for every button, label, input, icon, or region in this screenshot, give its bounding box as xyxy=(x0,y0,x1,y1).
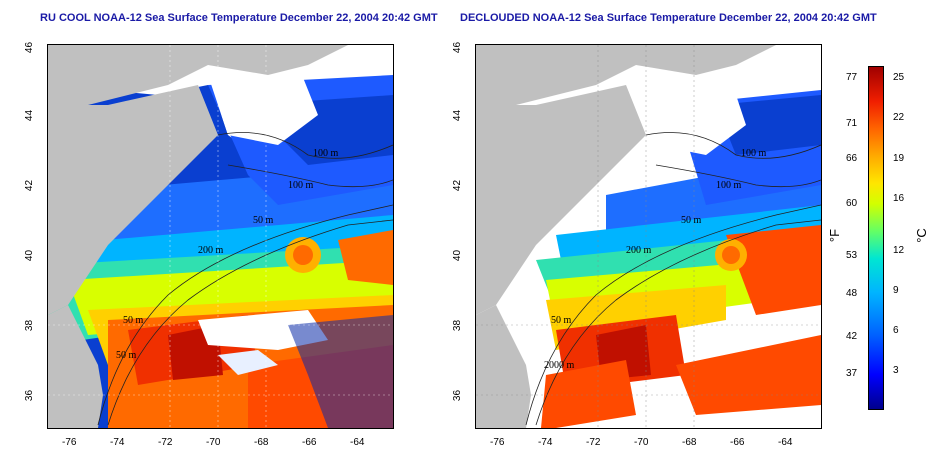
contour-label-2: 100 m xyxy=(288,180,314,191)
contour-label-6: 50 m xyxy=(116,350,137,361)
x-tick-label: -68 xyxy=(254,437,269,448)
contour-label-1: 100 m xyxy=(741,148,767,159)
x-tick-label: -64 xyxy=(350,437,365,448)
y-tick-label: 36 xyxy=(24,389,36,402)
celsius-unit-label: °C xyxy=(913,228,929,243)
y-tick-label: 38 xyxy=(24,319,36,332)
contour-label-5: 50 m xyxy=(123,315,144,326)
colorbar-f-tick: 48 xyxy=(846,288,858,299)
x-tick-label: -74 xyxy=(110,437,125,448)
colorbar-f-tick: 66 xyxy=(846,153,858,164)
x-tick-label: -66 xyxy=(302,437,317,448)
contour-label-2: 100 m xyxy=(716,180,742,191)
contour-label-3: 50 m xyxy=(681,215,702,226)
y-tick-label: 36 xyxy=(452,389,464,402)
contour-label-5: 50 m xyxy=(551,315,572,326)
colorbar-c-tick: 12 xyxy=(893,245,905,256)
left-map-title: RU COOL NOAA-12 Sea Surface Temperature … xyxy=(40,12,438,24)
y-tick-label: 40 xyxy=(452,249,464,262)
colorbar-f-tick: 71 xyxy=(846,118,858,129)
colorbar-c-tick: 16 xyxy=(893,193,905,204)
right-sst-map: 100 m 100 m 50 m 200 m 50 m 2000 m xyxy=(475,44,822,429)
x-tick-label: -72 xyxy=(586,437,601,448)
contour-label-3: 50 m xyxy=(253,215,274,226)
contour-label-1: 100 m xyxy=(313,148,339,159)
x-tick-label: -66 xyxy=(730,437,745,448)
y-tick-label: 38 xyxy=(452,319,464,332)
y-tick-label: 42 xyxy=(452,179,464,192)
colorbar-c-tick: 6 xyxy=(893,325,899,336)
y-tick-label: 44 xyxy=(24,109,36,122)
x-tick-label: -64 xyxy=(778,437,793,448)
left-sst-map: 100 m 100 m 50 m 200 m 50 m 50 m xyxy=(47,44,394,429)
y-tick-label: 44 xyxy=(452,109,464,122)
x-tick-label: -74 xyxy=(538,437,553,448)
colorbar-f-tick: 53 xyxy=(846,250,858,261)
colorbar-c-tick: 19 xyxy=(893,153,905,164)
fahrenheit-unit-label: °F xyxy=(827,228,843,243)
colorbar-c-tick: 25 xyxy=(893,72,905,83)
colorbar-c-tick: 3 xyxy=(893,365,899,376)
colorbar-f-tick: 42 xyxy=(846,331,858,342)
x-tick-label: -76 xyxy=(490,437,505,448)
y-tick-label: 42 xyxy=(24,179,36,192)
x-tick-label: -70 xyxy=(634,437,649,448)
left-sst-image xyxy=(48,45,393,428)
y-tick-label: 46 xyxy=(452,41,464,54)
y-tick-label: 40 xyxy=(24,249,36,262)
x-tick-label: -68 xyxy=(682,437,697,448)
colorbar-f-tick: 37 xyxy=(846,368,858,379)
contour-label-4: 200 m xyxy=(626,245,652,256)
right-map-title: DECLOUDED NOAA-12 Sea Surface Temperatur… xyxy=(460,12,877,24)
x-tick-label: -76 xyxy=(62,437,77,448)
x-tick-label: -70 xyxy=(206,437,221,448)
x-tick-label: -72 xyxy=(158,437,173,448)
y-tick-label: 46 xyxy=(24,41,36,54)
colorbar-f-tick: 77 xyxy=(846,72,858,83)
colorbar-f-tick: 60 xyxy=(846,198,858,209)
contour-label-6: 2000 m xyxy=(544,360,575,371)
contour-label-4: 200 m xyxy=(198,245,224,256)
temperature-colorbar xyxy=(868,66,884,410)
colorbar-c-tick: 22 xyxy=(893,112,905,123)
right-sst-image xyxy=(476,45,821,428)
colorbar-c-tick: 9 xyxy=(893,285,899,296)
